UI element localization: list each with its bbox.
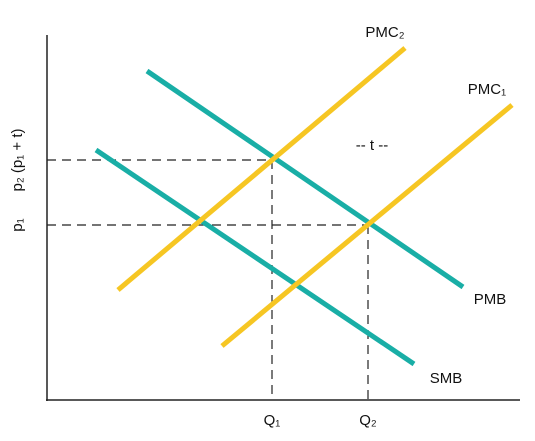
y-label: p₁ [9,218,26,231]
curve-label: SMB [430,370,463,387]
curve-label: PMC₂ [365,24,404,41]
curve-label: PMB [474,291,507,308]
x-label: Q₂ [359,412,377,429]
pmb-curve [145,68,465,290]
x-label: Q₁ [264,412,281,429]
tax-label: -- t -- [356,137,388,154]
curve-label: PMC₁ [468,81,506,98]
pmc2-curve [116,46,407,292]
pmc1-curve [220,103,514,348]
y-label: p₂ (p₁ + t) [9,129,26,192]
smb-curve [94,147,416,367]
